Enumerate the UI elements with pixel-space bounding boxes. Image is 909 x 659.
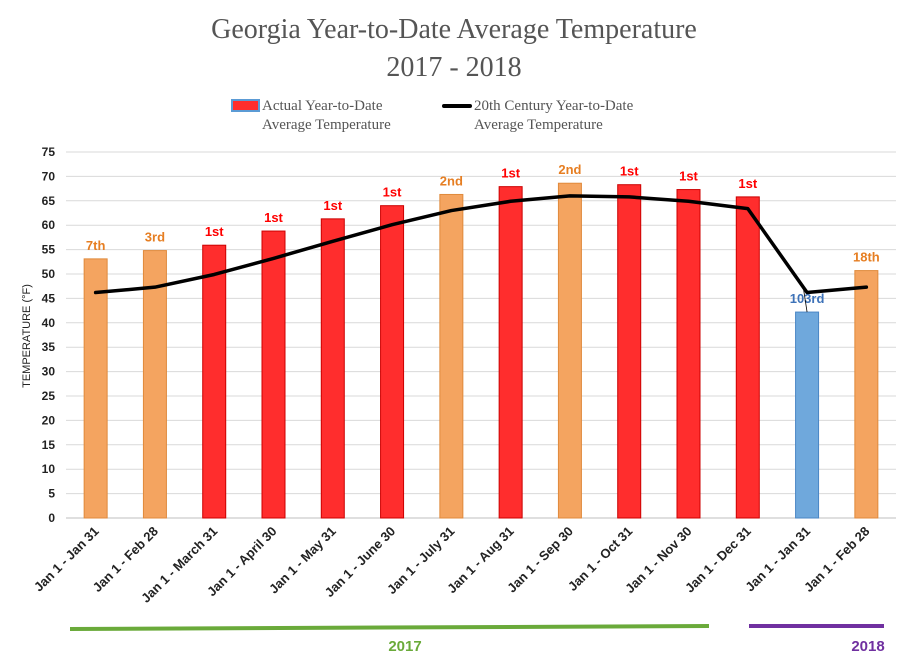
rank-label: 1st — [501, 166, 520, 181]
y-tick-label: 60 — [42, 218, 56, 232]
rank-label: 3rd — [145, 230, 165, 245]
y-axis-label: TEMPERATURE (°F) — [21, 284, 33, 388]
rank-label: 1st — [679, 169, 698, 184]
y-axis-ticks: 0 5 10 15 20 25 30 35 40 45 50 55 60 65 70 75 — [42, 145, 56, 525]
chart-title-line2: 2017 - 2018 — [386, 52, 521, 83]
y-tick-label: 65 — [42, 194, 56, 208]
y-tick-label: 10 — [42, 462, 56, 476]
y-tick-label: 5 — [48, 487, 55, 501]
year-bracket-2017 — [69, 624, 710, 631]
bar — [202, 244, 227, 519]
normal-line — [93, 194, 869, 295]
bar — [261, 230, 286, 519]
legend-line-label-line1: 20th Century Year-to-Date — [474, 98, 634, 114]
bar — [676, 189, 701, 519]
y-tick-label: 20 — [42, 413, 56, 427]
y-tick-label: 50 — [42, 267, 56, 281]
legend: Actual Year-to-Date Average Temperature … — [231, 98, 634, 133]
bar — [557, 182, 582, 519]
legend-line-label-line2: Average Temperature — [474, 117, 603, 133]
rank-label: 1st — [383, 185, 402, 200]
year-label-2018: 2018 — [851, 638, 884, 655]
rank-label: 1st — [264, 210, 283, 225]
rank-labels: 7th 3rd 1st 1st 1st 1st 2nd 1st 2nd 1st 1st 1st 103r… — [86, 162, 880, 313]
normal-line-series — [93, 194, 869, 295]
rank-label: 18th — [853, 250, 880, 265]
bar — [795, 311, 820, 519]
y-tick-label: 45 — [42, 291, 56, 305]
chart-title-line1: Georgia Year-to-Date Average Temperature — [211, 14, 697, 45]
legend-bar-swatch — [231, 99, 260, 112]
legend-bar-label-line1: Actual Year-to-Date — [262, 98, 383, 114]
bar — [735, 196, 760, 519]
y-tick-label: 35 — [42, 340, 56, 354]
bar — [142, 250, 167, 519]
bar-series — [83, 182, 879, 519]
y-tick-label: 25 — [42, 389, 56, 403]
y-tick-label: 40 — [42, 316, 56, 330]
rank-label: 1st — [323, 198, 342, 213]
y-tick-label: 15 — [42, 438, 56, 452]
rank-label: 7th — [86, 238, 106, 253]
y-tick-label: 55 — [42, 243, 56, 257]
y-tick-label: 70 — [42, 169, 56, 183]
rank-label: 1st — [738, 176, 757, 191]
y-tick-label: 0 — [48, 511, 55, 525]
year-brackets: 2017 2018 — [69, 624, 885, 655]
bar — [854, 270, 879, 519]
legend-bar-label-line2: Average Temperature — [262, 117, 391, 133]
rank-label: 2nd — [440, 173, 463, 188]
bar — [439, 193, 464, 519]
rank-label: 1st — [205, 224, 224, 239]
rank-label: 1st — [620, 164, 639, 179]
bar — [617, 184, 642, 519]
y-tick-label: 30 — [42, 365, 56, 379]
bar — [83, 258, 108, 519]
bar — [320, 218, 345, 519]
rank-label: 103rd — [790, 291, 825, 306]
bar — [380, 205, 405, 519]
y-tick-label: 75 — [42, 145, 56, 159]
rank-label: 2nd — [558, 162, 581, 177]
bar — [498, 186, 523, 519]
year-label-2017: 2017 — [388, 638, 421, 655]
